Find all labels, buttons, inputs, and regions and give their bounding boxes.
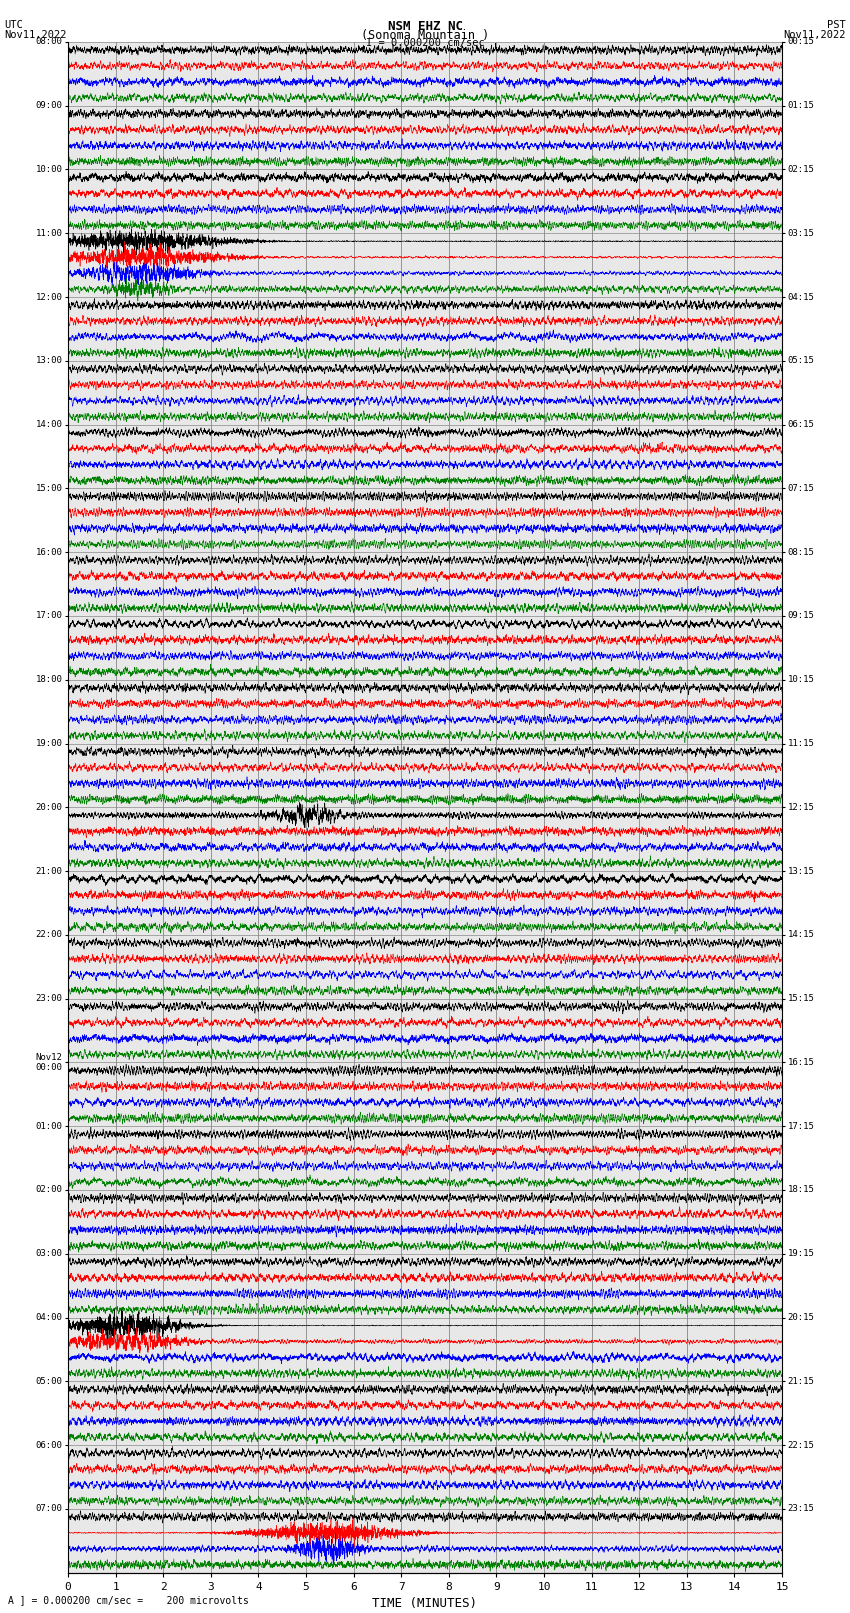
Text: UTC: UTC xyxy=(4,19,23,31)
Text: Nov11,2022: Nov11,2022 xyxy=(4,31,67,40)
Text: PST: PST xyxy=(827,19,846,31)
Text: I = 0.000200 cm/sec: I = 0.000200 cm/sec xyxy=(366,37,484,48)
Text: NSM EHZ NC: NSM EHZ NC xyxy=(388,19,462,34)
Text: (Sonoma Mountain ): (Sonoma Mountain ) xyxy=(361,29,489,42)
X-axis label: TIME (MINUTES): TIME (MINUTES) xyxy=(372,1597,478,1610)
Text: Nov11,2022: Nov11,2022 xyxy=(783,31,846,40)
Text: A ] = 0.000200 cm/sec =    200 microvolts: A ] = 0.000200 cm/sec = 200 microvolts xyxy=(8,1595,249,1605)
